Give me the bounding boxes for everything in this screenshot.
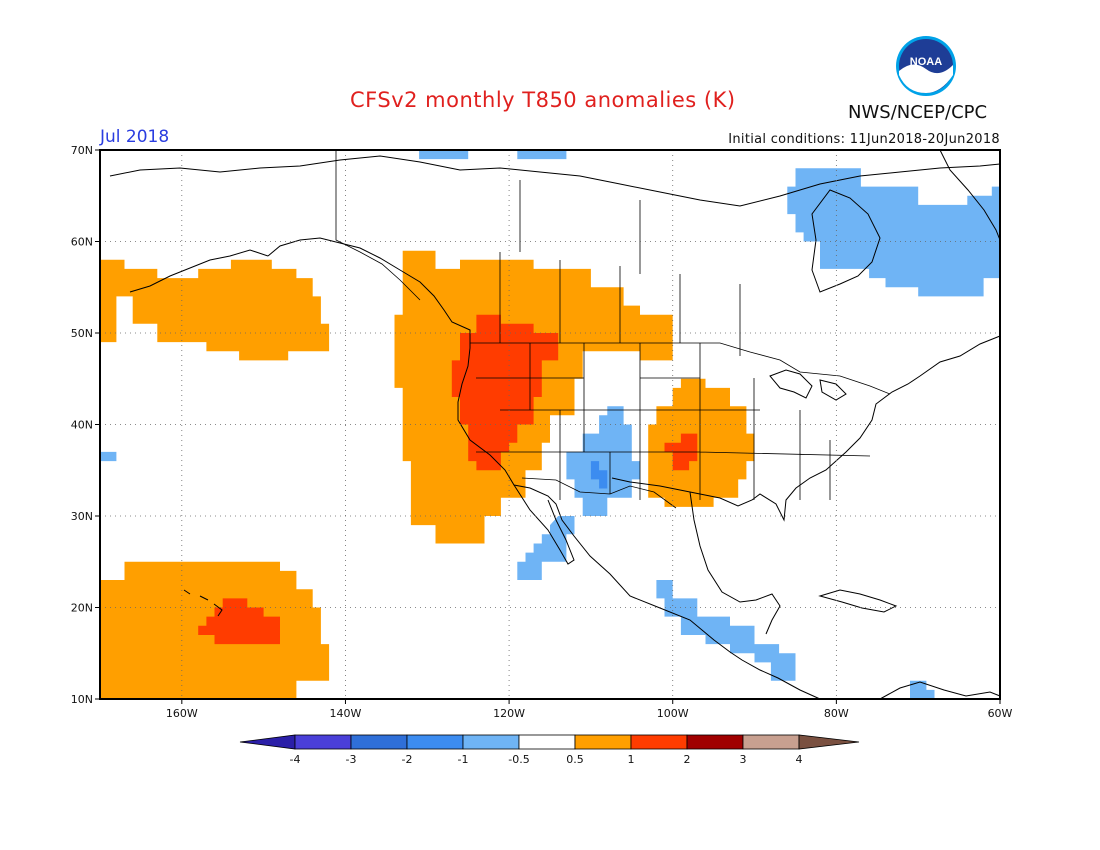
pacific-coastline [267, 237, 821, 700]
canada-province-lines [499, 180, 741, 356]
anomaly-region-hawaii-strong [198, 598, 280, 645]
colorbar-label: -0.5 [508, 753, 529, 766]
gridlines [100, 150, 1000, 699]
colorbar-swatch [462, 734, 520, 750]
us-canada-border [470, 342, 891, 395]
lat-tick-label: 30N [71, 510, 93, 523]
colorbar-label: -2 [402, 753, 413, 766]
lat-tick-label: 10N [71, 693, 93, 706]
colorbar-swatch [630, 734, 688, 750]
colorbar-label: 1 [628, 753, 635, 766]
south-america-north [879, 681, 1001, 700]
colorbar-swatch [350, 734, 408, 750]
anomaly-regions [100, 150, 1000, 699]
political-borders [335, 150, 891, 509]
mexico-gulf-coast [689, 491, 781, 635]
agency-label: NWS/NCEP/CPC [848, 102, 988, 123]
anomaly-region-caribbean-cold [910, 680, 935, 699]
colorbar-swatch-min [239, 734, 296, 750]
us-state-lines [476, 343, 871, 500]
anomaly-region-southwest-cold-strong [590, 461, 608, 489]
hawaii-islands [183, 589, 223, 617]
colorbar-swatch [574, 734, 632, 750]
lon-tick-label: 60W [988, 707, 1013, 720]
longitude-labels: 160W 140W 120W 100W 80W 60W [166, 699, 1013, 720]
lon-tick-label: 140W [330, 707, 362, 720]
lat-tick-label: 60N [71, 236, 93, 249]
colorbar: -4 -3 -2 -1 -0.5 0.5 1 2 3 4 [239, 734, 860, 766]
anomaly-region-arctic-cold [419, 150, 567, 160]
colorbar-label: -3 [346, 753, 357, 766]
colorbar-label: -1 [458, 753, 469, 766]
coastlines [109, 149, 1001, 700]
lat-tick-label: 70N [71, 144, 93, 157]
cuba [818, 589, 898, 613]
anomaly-region-hudson-cold [787, 168, 1000, 297]
colorbar-label: -4 [290, 753, 301, 766]
lon-tick-label: 100W [657, 707, 689, 720]
alaska-south [129, 249, 269, 293]
gulf-coastline [611, 335, 1001, 522]
logo-text: NOAA [910, 56, 942, 68]
alaska-canada-border [335, 150, 421, 301]
latitude-labels: 10N 20N 30N 40N 50N 60N 70N [71, 144, 100, 706]
lon-tick-label: 160W [166, 707, 198, 720]
anomaly-region-central-us-warm [648, 378, 755, 507]
initial-conditions-label: Initial conditions: 11Jun2018-20Jun2018 [728, 132, 1000, 147]
baja-peninsula [513, 484, 575, 565]
colorbar-swatch [518, 734, 576, 750]
colorbar-swatch-max [798, 734, 860, 750]
arctic-coast [109, 155, 1001, 207]
lon-tick-label: 120W [493, 707, 525, 720]
anomaly-region-west-us-strong [451, 314, 559, 471]
colorbar-label: 3 [740, 753, 747, 766]
colorbar-swatch [294, 734, 352, 750]
anomaly-region-baja-cold [517, 516, 575, 580]
colorbar-swatch [686, 734, 744, 750]
anomaly-region-north-pacific-warm [100, 259, 330, 361]
anomaly-region-mexico-cold [656, 580, 796, 681]
colorbar-swatch [742, 734, 800, 750]
greenland-coast [939, 149, 1001, 241]
lon-tick-label: 80W [824, 707, 849, 720]
colorbar-label: 0.5 [566, 753, 584, 766]
great-lakes [769, 369, 847, 401]
anomaly-region-pacific-cold-speck [100, 451, 117, 462]
map-title: CFSv2 monthly T850 anomalies (K) [350, 88, 736, 112]
colorbar-label: 2 [684, 753, 691, 766]
noaa-logo: NOAA [896, 36, 956, 96]
colorbar-label: 4 [796, 753, 803, 766]
anomaly-region-southwest-cold [566, 406, 640, 516]
lat-tick-label: 20N [71, 602, 93, 615]
lat-tick-label: 50N [71, 327, 93, 340]
colorbar-swatch [406, 734, 464, 750]
hudson-bay [811, 189, 881, 293]
lat-tick-label: 40N [71, 419, 93, 432]
forecast-month-label: Jul 2018 [100, 127, 170, 147]
